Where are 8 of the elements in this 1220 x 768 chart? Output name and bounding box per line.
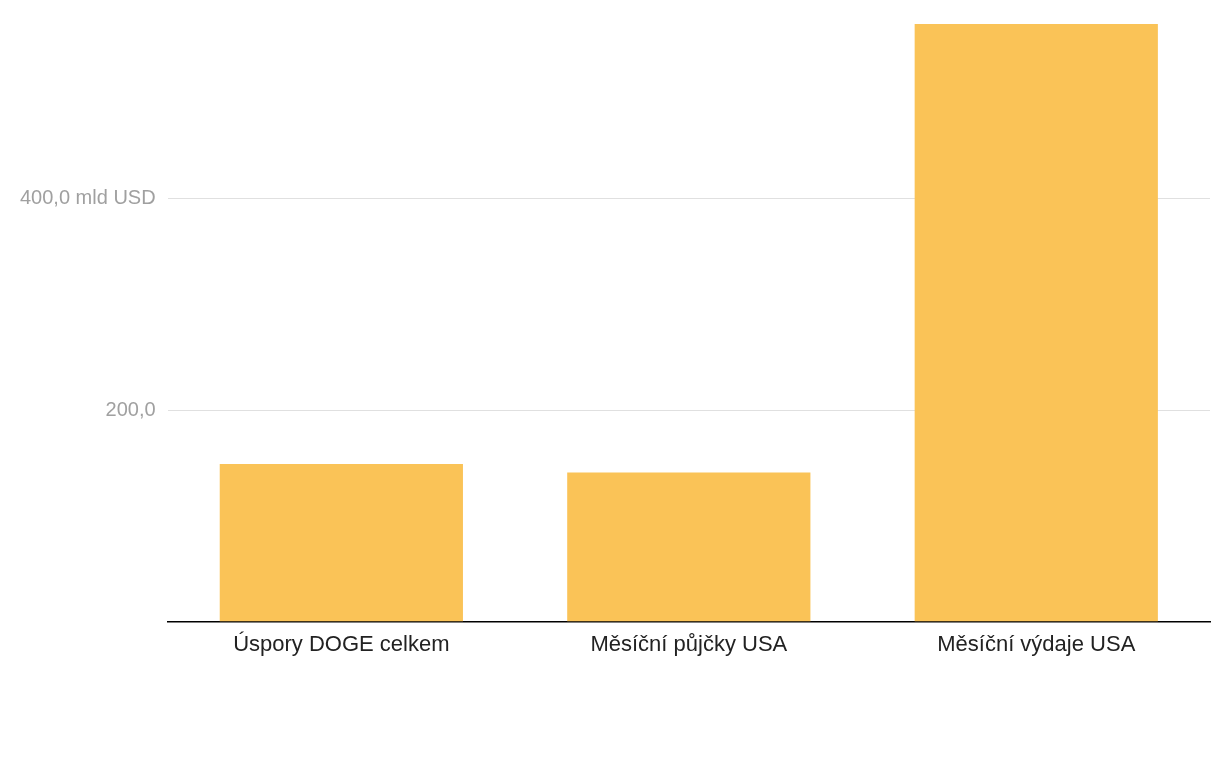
y-tick-label: 400,0 mld USD bbox=[19, 186, 156, 209]
x-tick-label: Měsíční výdaje USA bbox=[937, 630, 1136, 656]
x-tick-label: Úspory DOGE celkem bbox=[233, 630, 450, 656]
bar bbox=[567, 472, 811, 622]
bar bbox=[914, 24, 1158, 622]
x-tick-label: Měsíční půjčky USA bbox=[590, 630, 788, 656]
bar bbox=[219, 464, 463, 622]
y-tick-label: 200,0 bbox=[105, 397, 156, 420]
